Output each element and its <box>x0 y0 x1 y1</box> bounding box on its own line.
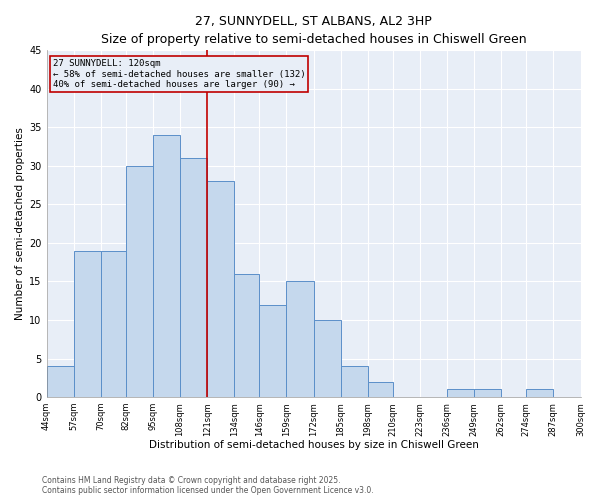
Text: Contains HM Land Registry data © Crown copyright and database right 2025.
Contai: Contains HM Land Registry data © Crown c… <box>42 476 374 495</box>
Title: 27, SUNNYDELL, ST ALBANS, AL2 3HP
Size of property relative to semi-detached hou: 27, SUNNYDELL, ST ALBANS, AL2 3HP Size o… <box>101 15 526 46</box>
Bar <box>207 181 234 397</box>
Bar <box>126 166 153 397</box>
Bar <box>474 390 501 397</box>
Bar <box>180 158 207 397</box>
Bar <box>234 274 259 397</box>
Bar <box>259 304 286 397</box>
Y-axis label: Number of semi-detached properties: Number of semi-detached properties <box>15 127 25 320</box>
Bar <box>341 366 368 397</box>
Bar <box>314 320 341 397</box>
Bar <box>153 135 180 397</box>
Text: 27 SUNNYDELL: 120sqm
← 58% of semi-detached houses are smaller (132)
40% of semi: 27 SUNNYDELL: 120sqm ← 58% of semi-detac… <box>53 59 305 89</box>
Bar <box>74 250 101 397</box>
Bar <box>47 366 74 397</box>
Bar <box>447 390 474 397</box>
Bar <box>101 250 126 397</box>
Bar <box>526 390 553 397</box>
X-axis label: Distribution of semi-detached houses by size in Chiswell Green: Distribution of semi-detached houses by … <box>149 440 478 450</box>
Bar <box>286 282 314 397</box>
Bar <box>368 382 393 397</box>
